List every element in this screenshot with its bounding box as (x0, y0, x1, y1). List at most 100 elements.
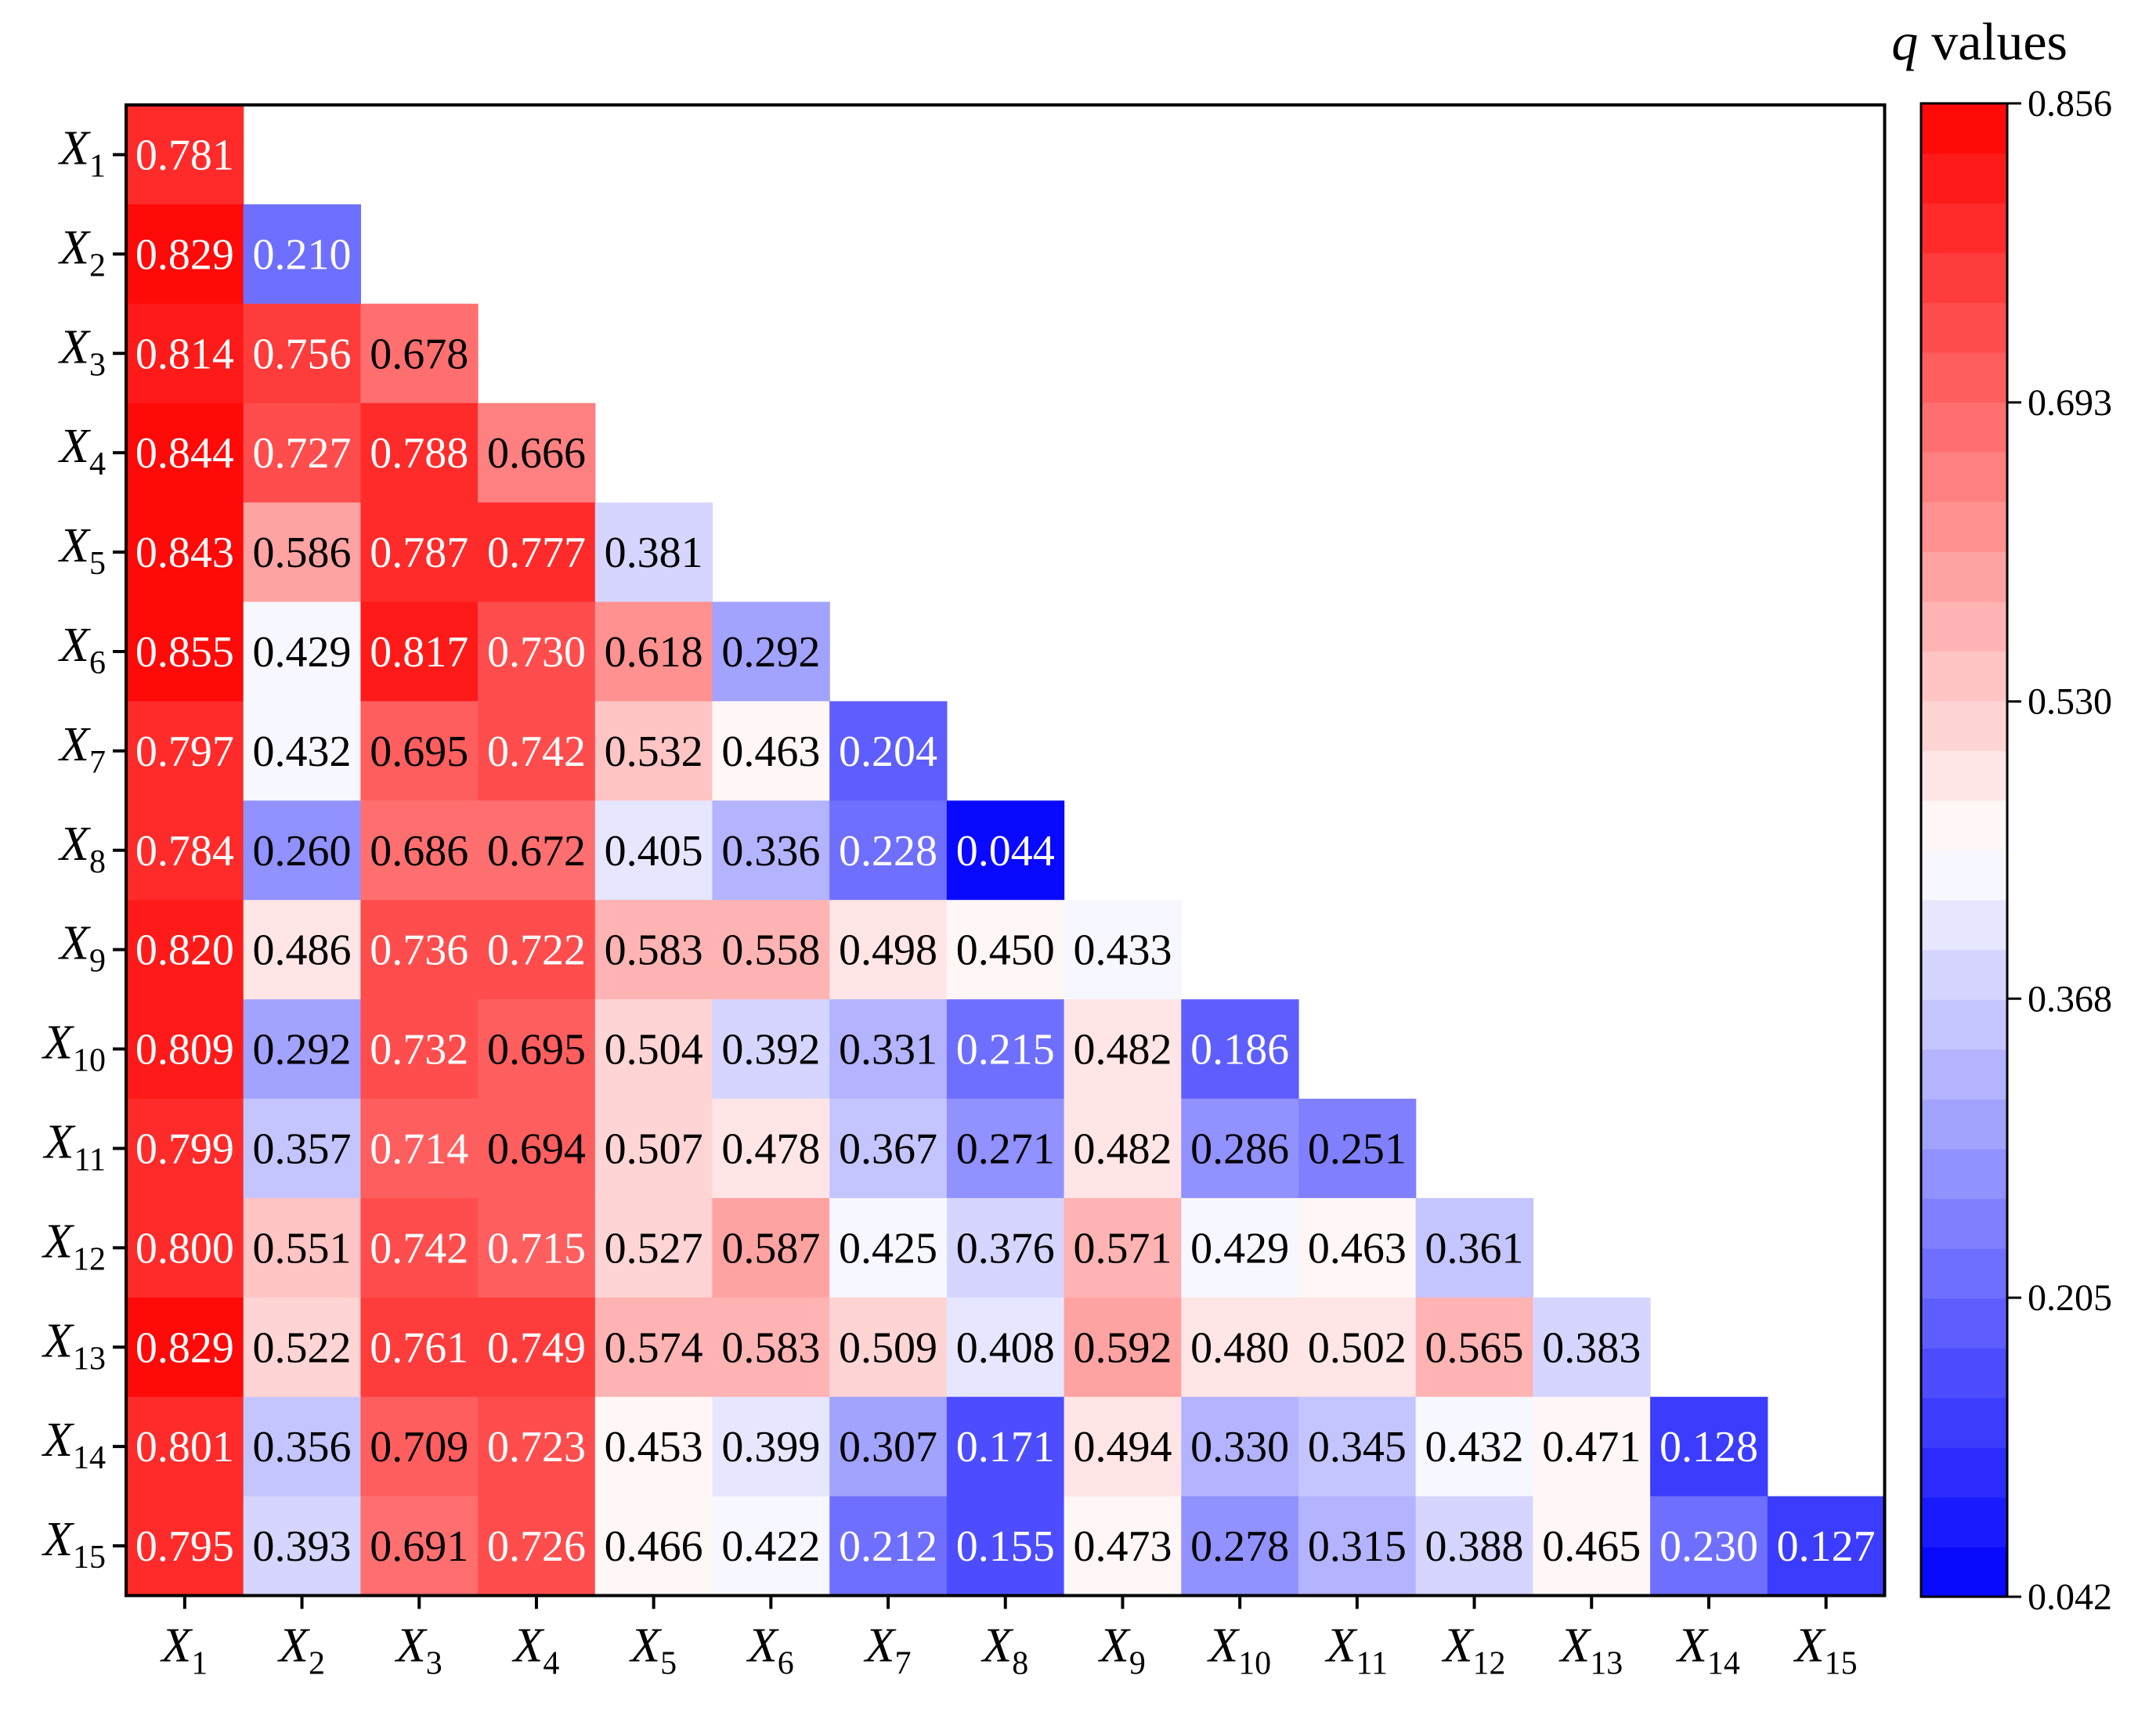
heatmap-cell-label: 0.210 (253, 230, 352, 279)
heatmap-cell-label: 0.473 (1073, 1522, 1172, 1571)
heatmap-cell (829, 1099, 948, 1199)
heatmap-cell-label: 0.408 (956, 1323, 1055, 1372)
heatmap-cell-label: 0.756 (253, 330, 352, 378)
heatmap-cell (360, 303, 479, 404)
heatmap-cell (243, 1496, 361, 1597)
heatmap-cell-label: 0.814 (135, 330, 234, 378)
colorbar-tick-label: 0.042 (2028, 1576, 2112, 1618)
heatmap-cell (243, 701, 361, 801)
heatmap-cell (829, 1197, 948, 1298)
heatmap-cell (1181, 1396, 1299, 1497)
colorbar-title-variable: q (1891, 12, 1918, 71)
heatmap-cell (1533, 1297, 1651, 1398)
heatmap-cell-label: 0.583 (721, 1323, 820, 1372)
heatmap-cell-label: 0.171 (956, 1423, 1055, 1471)
heatmap-cell (126, 204, 244, 305)
heatmap-cell-label: 0.714 (370, 1125, 468, 1173)
heatmap-cell (243, 502, 361, 603)
colorbar: 0.856 0.693 0.530 0.368 0.205 0.042 (1919, 83, 2112, 1618)
colorbar-segment (1921, 1497, 2007, 1548)
heatmap-cell (360, 601, 479, 702)
heatmap-cell-label: 0.742 (487, 728, 586, 776)
heatmap-cell-label: 0.357 (253, 1125, 352, 1173)
heatmap-cell-label: 0.399 (721, 1423, 820, 1471)
heatmap-cell-label: 0.723 (487, 1423, 586, 1471)
colorbar-segment (1921, 551, 2007, 602)
heatmap-cell (594, 502, 713, 603)
x-tick-label: X6 (746, 1619, 794, 1682)
heatmap-cell-label: 0.820 (135, 926, 234, 975)
colorbar-segment (1921, 800, 2007, 851)
heatmap-cell-label: 0.583 (605, 926, 703, 975)
heatmap-cell-label: 0.381 (605, 529, 703, 577)
heatmap-cell-label: 0.694 (487, 1125, 586, 1173)
heatmap-cell (360, 502, 479, 603)
heatmap-cell-label: 0.571 (1073, 1224, 1172, 1273)
heatmap-cell-label: 0.429 (1190, 1224, 1289, 1273)
heatmap-cell (243, 999, 361, 1099)
heatmap-cell (594, 601, 713, 702)
heatmap-cell-label: 0.336 (721, 827, 820, 876)
heatmap-cell-label: 0.388 (1425, 1522, 1524, 1571)
colorbar-segment (1921, 1099, 2007, 1150)
heatmap-cell-label: 0.761 (370, 1323, 468, 1372)
heatmap-cell (594, 1099, 713, 1199)
y-tick-label: X3 (57, 320, 106, 383)
heatmap-cell (1650, 1496, 1768, 1597)
heatmap-cell (829, 900, 948, 1000)
colorbar-segment (1921, 203, 2007, 254)
heatmap-cell (360, 1197, 479, 1298)
heatmap-cell-label: 0.286 (1190, 1125, 1289, 1173)
heatmap-cell (243, 204, 361, 305)
heatmap-cell-label: 0.425 (839, 1224, 937, 1273)
heatmap-cell-label: 0.800 (135, 1224, 234, 1273)
colorbar-segment (1921, 252, 2007, 303)
heatmap-cell (126, 1496, 244, 1597)
heatmap-cell (1064, 1297, 1182, 1398)
y-tick-label: X13 (41, 1314, 106, 1377)
heatmap-cell (478, 900, 596, 1000)
heatmap-cell (712, 1496, 830, 1597)
heatmap-cell (712, 701, 830, 801)
heatmap-cell-label: 0.672 (487, 827, 586, 876)
heatmap-cell-label: 0.307 (839, 1423, 937, 1471)
heatmap-cell (594, 1396, 713, 1497)
heatmap-cell-label: 0.522 (253, 1323, 352, 1372)
heatmap-cell-label: 0.463 (721, 728, 820, 776)
heatmap-cell (594, 1297, 713, 1398)
heatmap-cell-labels: 0.781 0.829 0.210 0.814 0.756 0.678 0.844 0.727… (135, 131, 1876, 1571)
colorbar-segment (1921, 900, 2007, 951)
colorbar-segment (1921, 153, 2007, 204)
heatmap-cell-label: 0.829 (135, 1323, 234, 1372)
heatmap-cell (243, 1396, 361, 1497)
heatmap-cell (360, 1297, 479, 1398)
heatmap-cell-label: 0.727 (253, 429, 352, 478)
heatmap-cell (946, 1099, 1065, 1199)
heatmap-cell-label: 0.230 (1659, 1522, 1758, 1571)
heatmap-cell-label: 0.695 (487, 1026, 586, 1074)
y-tick-label: X10 (41, 1016, 106, 1079)
heatmap-cell-label: 0.471 (1542, 1423, 1641, 1471)
heatmap-cell-label: 0.732 (370, 1026, 468, 1074)
colorbar-segment (1921, 601, 2007, 652)
heatmap-cell-label: 0.330 (1190, 1423, 1289, 1471)
heatmap-cell-label: 0.686 (370, 827, 468, 876)
heatmap-cell (1415, 1197, 1533, 1298)
heatmap-cell (1064, 1396, 1182, 1497)
heatmap-cell-label: 0.587 (721, 1224, 820, 1273)
colorbar-segment (1921, 451, 2007, 503)
heatmap-cell (712, 999, 830, 1099)
x-tick-label: X3 (394, 1619, 442, 1682)
x-tick-label: X14 (1675, 1619, 1740, 1682)
heatmap-cell-label: 0.376 (956, 1224, 1055, 1273)
x-tick-label: X4 (511, 1619, 560, 1682)
colorbar-segment (1921, 1198, 2007, 1249)
y-tick-label: X9 (57, 917, 106, 980)
colorbar-segment (1921, 999, 2007, 1050)
heatmap-cell (243, 900, 361, 1000)
colorbar-segment (1921, 949, 2007, 1000)
colorbar-tick-label: 0.205 (2028, 1277, 2112, 1319)
heatmap-cell (360, 900, 479, 1000)
x-tick-label: X8 (980, 1619, 1028, 1682)
heatmap-cell-label: 0.186 (1190, 1026, 1289, 1074)
